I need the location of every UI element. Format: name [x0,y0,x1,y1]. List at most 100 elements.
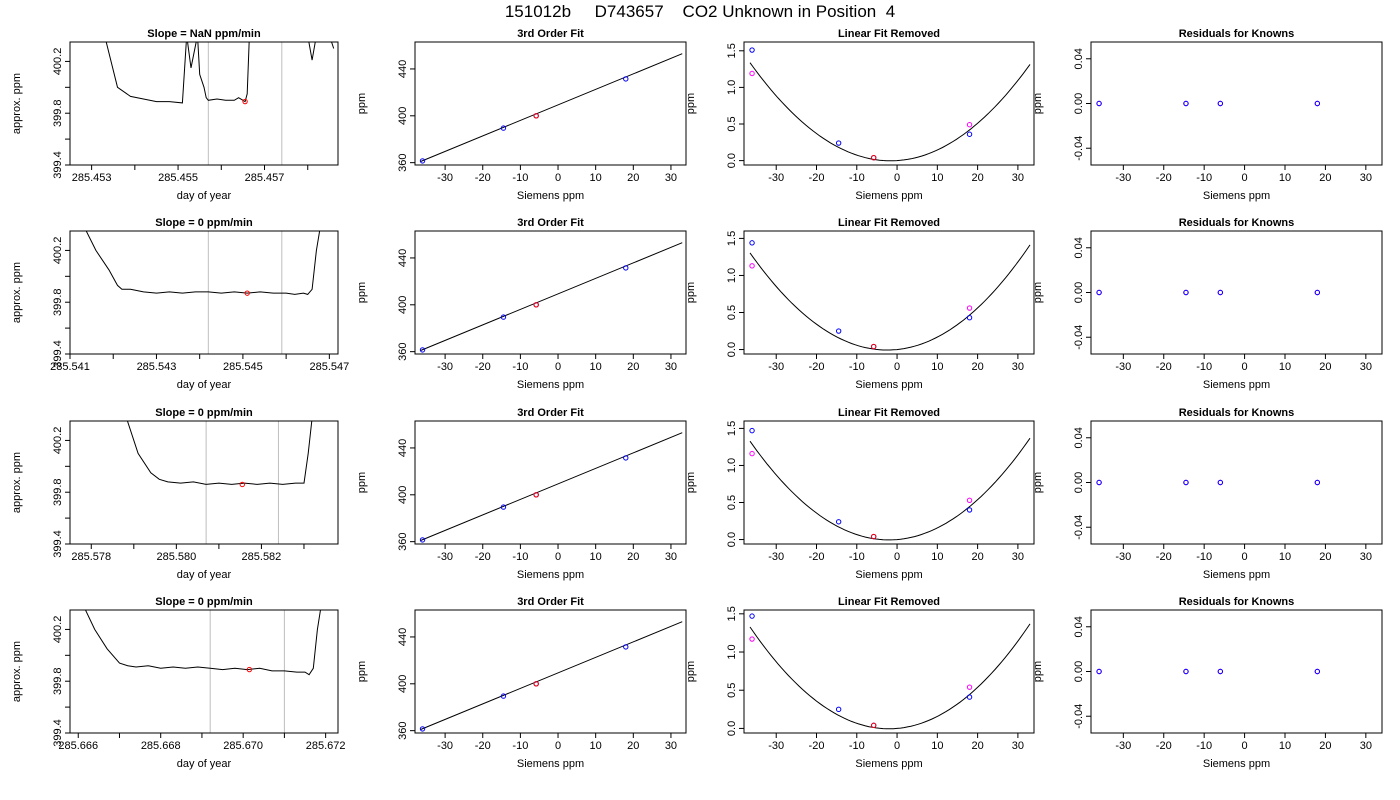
x-tick-label: 285.582 [242,551,282,563]
plot-area [419,432,683,543]
x-tick-label: 285.672 [306,740,346,752]
x-tick-label: 10 [590,172,602,184]
y-tick-label: 1.0 [726,458,738,473]
blue-point [1217,479,1224,486]
y-tick-label: 399.8 [52,667,64,695]
x-axis-label: Siemens ppm [517,569,584,581]
plot-area [84,610,321,733]
y-tick-label: 0.00 [1073,282,1085,303]
x-tick-label: -20 [1156,551,1172,563]
x-tick-label: 20 [1319,551,1331,563]
blue-point [1314,289,1321,296]
panel-title: Residuals for Knowns [1179,407,1295,419]
y-tick-label: 1.5 [726,43,738,58]
y-tick-label: 1.5 [726,606,738,621]
plot-area [749,613,1031,730]
x-axis-label: Siemens ppm [517,190,584,202]
red-point [533,113,539,119]
fit-line [420,432,683,541]
x-tick-label: -10 [1196,551,1212,563]
panel-title: 3rd Order Fit [517,407,584,419]
x-tick-label: 10 [1279,740,1291,752]
x-tick-label: 10 [590,361,602,373]
blue-point [835,519,842,525]
y-axis-label: ppm [685,93,697,114]
panel-title: 3rd Order Fit [517,28,584,40]
x-tick-label: 285.545 [223,361,263,373]
panel-r4-c1: Slope = 0 ppm/min day of year approx. ppm 2… [11,596,346,770]
blue-point [623,455,629,461]
panel-title: Linear Fit Removed [838,28,940,40]
y-tick-label: 360 [397,721,409,739]
blue-point [1314,100,1321,107]
panel-r2-c1: Slope = 0 ppm/min day of year approx. ppm 2… [11,217,349,391]
blue-point [1183,479,1189,486]
y-tick-label: 0.04 [1073,616,1085,637]
plot-area [85,231,321,354]
x-tick-label: -20 [1156,361,1172,373]
x-tick-label: -30 [768,551,784,563]
y-tick-label: 0.5 [726,116,738,131]
x-tick-label: -30 [1115,172,1131,184]
plot-frame [69,609,339,734]
y-tick-label: 0.0 [726,153,738,168]
y-tick-label: 400.2 [52,616,64,644]
x-tick-label: 20 [1319,172,1331,184]
blue-point [1183,289,1189,296]
x-tick-label: 285.668 [141,740,181,752]
x-tick-label: -10 [1196,172,1212,184]
plot-area [749,427,1031,541]
y-tick-label: 400 [397,486,409,504]
x-tick-label: 0 [894,172,900,184]
blue-point [500,504,507,510]
panel-title: Residuals for Knowns [1179,596,1295,608]
y-tick-label: 440 [397,60,409,78]
x-tick-label: 0 [894,551,900,563]
red-point [870,154,877,161]
x-tick-label: 30 [665,551,677,563]
x-tick-label: 30 [1012,172,1024,184]
y-tick-label: -0.04 [1073,704,1085,729]
y-axis-label: ppm [356,282,368,303]
blue-point [1217,289,1224,296]
plot-frame [1090,41,1383,166]
y-tick-label: 0.00 [1073,472,1085,493]
panel-r3-c2: 3rd Order Fit Siemens ppm ppm -30 -20 -10 0 10 2… [356,407,687,581]
ppm-trace [84,610,321,676]
x-tick-label: 30 [665,740,677,752]
blue-point [419,158,426,164]
magenta-point [966,684,973,690]
panel-title: Residuals for Knowns [1179,28,1295,40]
x-tick-label: 30 [1012,361,1024,373]
y-axis-label: ppm [685,472,697,493]
blue-point [835,706,842,713]
panel-r4-c2: 3rd Order Fit Siemens ppm ppm -30 -20 -10 0 10 2… [356,596,687,770]
blue-point [419,347,426,353]
red-point [533,302,539,308]
average-point [239,481,245,488]
y-tick-label: 360 [397,532,409,550]
x-tick-label: 0 [1242,551,1248,563]
x-tick-label: -20 [809,172,825,184]
x-tick-label: 10 [931,172,943,184]
y-tick-label: 399.4 [52,719,64,747]
y-tick-label: -0.04 [1073,515,1085,540]
x-tick-label: -10 [512,361,528,373]
plot-area [1096,289,1321,296]
blue-point [749,47,755,53]
x-tick-label: 285.578 [71,551,111,563]
x-axis-label: Siemens ppm [1203,379,1270,391]
fit-curve [749,244,1031,351]
plot-area [1096,668,1321,675]
x-tick-label: 30 [1360,740,1372,752]
x-tick-label: 20 [627,740,639,752]
x-tick-label: 10 [590,740,602,752]
red-point [870,343,877,350]
x-tick-label: -30 [768,740,784,752]
x-tick-label: -20 [475,361,491,373]
panel-title: Slope = 0 ppm/min [155,596,253,608]
x-tick-label: 0 [555,551,561,563]
x-axis-label: day of year [177,379,232,391]
x-tick-label: -30 [1115,361,1131,373]
